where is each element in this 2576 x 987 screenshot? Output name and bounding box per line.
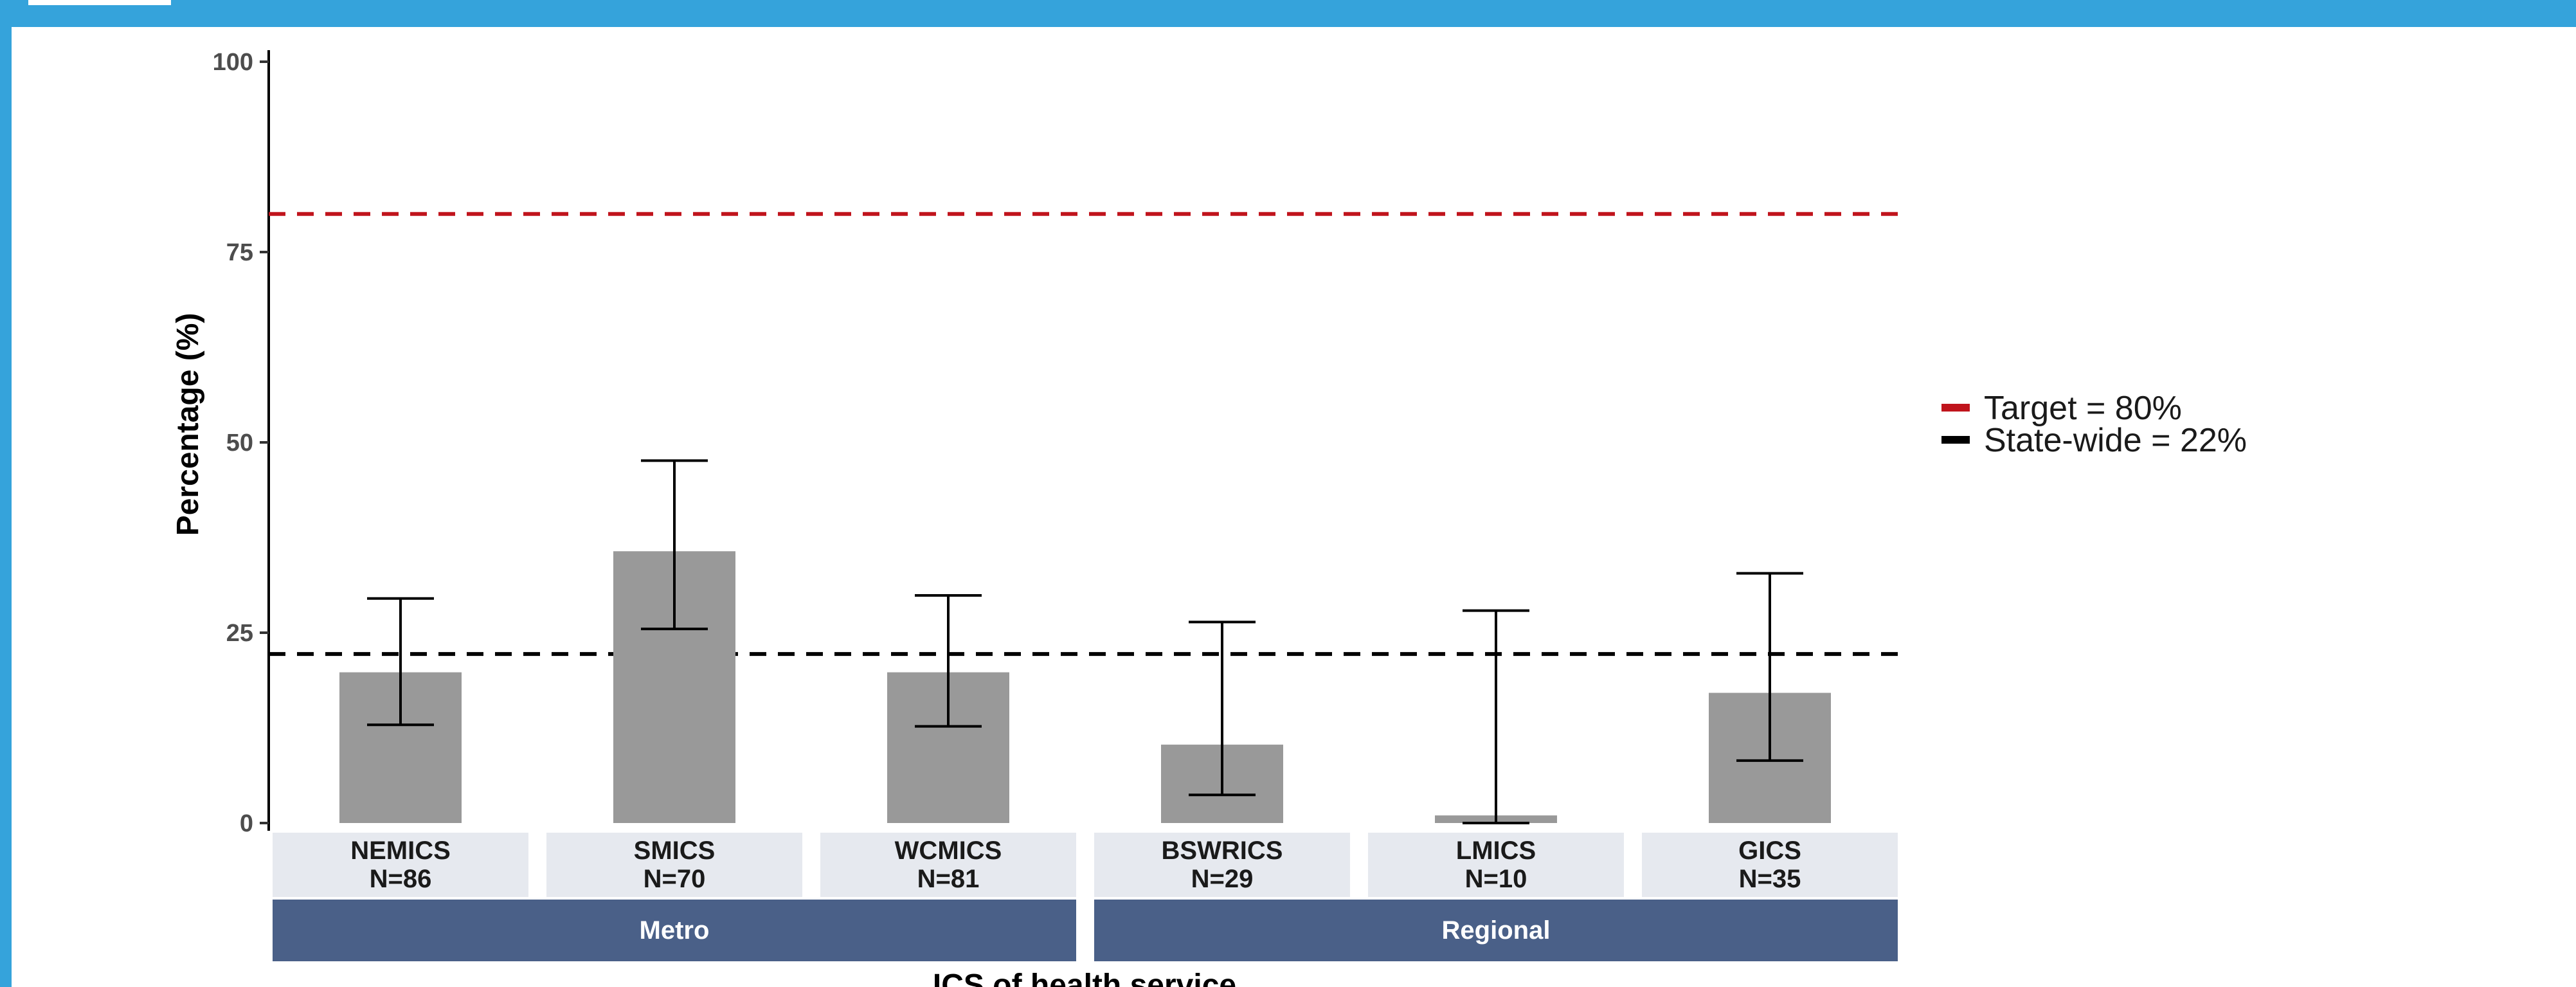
group-strip-metro: [273, 900, 1076, 961]
legend-label: Target = 80%: [1984, 390, 2182, 427]
category-n-label: N=29: [1191, 865, 1254, 893]
category-label: NEMICS: [350, 837, 451, 865]
category-strip: [1368, 833, 1624, 897]
reference-lines: [269, 212, 1902, 656]
y-tick-label: 0: [240, 810, 253, 837]
bars: [339, 551, 1831, 823]
category-label: GICS: [1738, 837, 1801, 865]
category-strip: [820, 833, 1076, 897]
category-label: WCMICS: [895, 837, 1002, 865]
category-label: LMICS: [1456, 837, 1536, 865]
category-label: BSWRICS: [1162, 837, 1283, 865]
legend-key-0: [1941, 404, 1970, 412]
category-strip: [273, 833, 528, 897]
y-tick-label: 50: [226, 430, 253, 457]
error-bars: [367, 459, 1803, 824]
category-n-label: N=10: [1465, 865, 1527, 893]
category-n-label: N=86: [370, 865, 432, 893]
category-strip: [1094, 833, 1350, 897]
y-axis: 0 25 50 75 100: [213, 49, 270, 837]
group-label: Regional: [1442, 916, 1551, 945]
y-tick-label: 75: [226, 239, 253, 266]
x-axis-title: ICS of health service: [933, 968, 1236, 987]
y-tick-label: 25: [226, 620, 253, 647]
legend-label: State-wide = 22%: [1984, 422, 2247, 459]
category-strip: [1642, 833, 1898, 897]
category-strip: [546, 833, 802, 897]
legend-key-1: [1941, 436, 1970, 444]
y-tick-label: 100: [213, 49, 253, 76]
frame-tab: [28, 0, 171, 5]
legend: Target = 80%State-wide = 22%: [1941, 390, 2247, 459]
category-label: SMICS: [634, 837, 716, 865]
group-label: Metro: [640, 916, 710, 945]
category-n-label: N=81: [917, 865, 980, 893]
chart-panel: [12, 27, 2576, 987]
category-n-label: N=70: [644, 865, 706, 893]
group-strip-regional: [1094, 900, 1898, 961]
category-n-label: N=35: [1739, 865, 1801, 893]
frame-left-bar: [0, 0, 12, 987]
y-axis-title: Percentage (%): [171, 313, 205, 536]
frame-top-bar: [0, 0, 2576, 27]
